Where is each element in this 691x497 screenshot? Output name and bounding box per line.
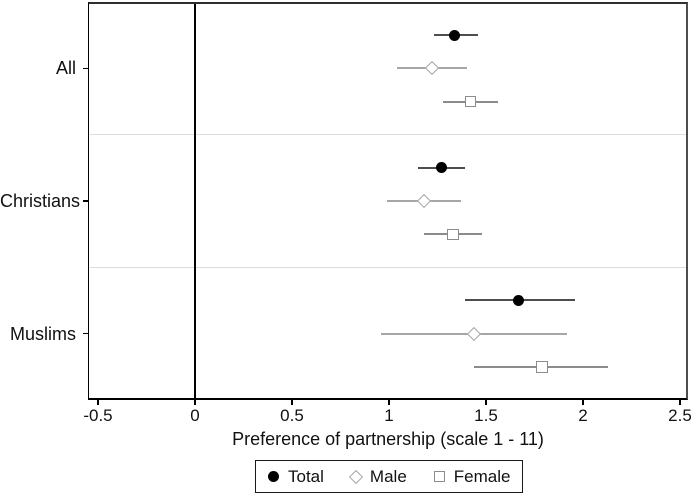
x-tick — [194, 400, 196, 405]
x-tick-label: 1 — [384, 406, 394, 425]
x-tick-label: 2 — [578, 406, 588, 425]
x-tick — [485, 400, 487, 405]
x-tick — [97, 400, 99, 405]
x-tick-label: 0.5 — [280, 406, 304, 425]
y-axis-label-muslims: Muslims — [10, 323, 76, 344]
x-tick — [679, 400, 681, 405]
zero-line — [194, 4, 196, 398]
x-tick-label: 2.5 — [668, 406, 691, 425]
open-diamond-icon — [348, 469, 363, 484]
open-square-icon — [433, 471, 445, 482]
legend-item-female: Female — [433, 466, 511, 487]
x-tick — [582, 400, 584, 405]
grid-line — [90, 266, 686, 269]
x-tick-label: 1.5 — [474, 406, 498, 425]
y-axis-label-christians: Christians — [0, 191, 81, 211]
filled-circle-icon — [268, 471, 279, 482]
y-tick — [83, 67, 88, 70]
marker-circle — [513, 294, 525, 306]
x-tick — [291, 400, 293, 405]
x-tick — [388, 400, 390, 405]
marker-square — [536, 361, 549, 373]
x-tick-label: -0.5 — [83, 406, 113, 425]
plot-area-border — [88, 2, 688, 400]
legend-label-total: Total — [288, 466, 324, 486]
x-axis-title: Preference of partnership (scale 1 - 11) — [232, 429, 544, 449]
y-tick — [83, 332, 88, 335]
legend-label-female: Female — [453, 466, 511, 486]
legend-label-male: Male — [369, 466, 407, 486]
legend: Total Male Female — [255, 460, 524, 493]
x-tick-label: 0 — [190, 406, 200, 425]
marker-square — [447, 228, 459, 241]
legend-item-total: Total — [268, 467, 324, 487]
grid-line — [90, 133, 686, 136]
y-axis-label-all: All — [55, 58, 76, 79]
marker-circle — [449, 29, 461, 41]
legend-item-male: Male — [348, 466, 407, 487]
marker-circle — [435, 162, 447, 174]
y-tick — [83, 200, 88, 202]
marker-square — [464, 95, 477, 108]
